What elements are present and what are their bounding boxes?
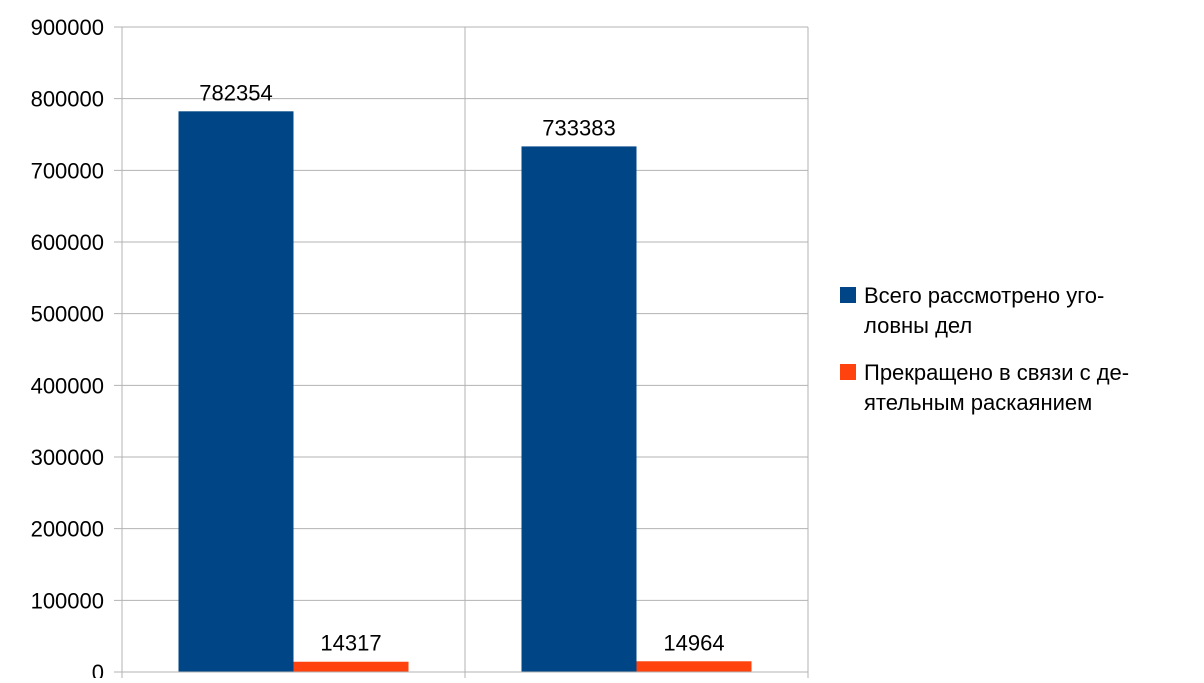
y-tick-label-7: 700000 bbox=[31, 158, 104, 183]
legend-swatch-series-1 bbox=[840, 287, 856, 303]
y-tick-label-6: 600000 bbox=[31, 230, 104, 255]
bar-series-2-cat-2 bbox=[636, 661, 752, 672]
y-tick-label-5: 500000 bbox=[31, 302, 104, 327]
data-label-series-1-cat-2: 733383 bbox=[542, 115, 615, 140]
y-tick-label-3: 300000 bbox=[31, 445, 104, 470]
bar-series-1-cat-2 bbox=[521, 146, 637, 673]
data-label-series-2-cat-1: 14317 bbox=[320, 631, 381, 656]
bar-series-1-cat-1 bbox=[178, 111, 294, 672]
legend-label-series-2: Прекращено в связи с де- ятельным раская… bbox=[864, 360, 1130, 415]
axes bbox=[114, 27, 808, 678]
labels: 0 100000 200000 300000 400000 500000 600000 700… bbox=[31, 15, 725, 683]
data-label-series-2-cat-2: 14964 bbox=[663, 630, 724, 655]
y-tick-label-4: 400000 bbox=[31, 373, 104, 398]
y-tick-label-0: 0 bbox=[92, 660, 104, 678]
bars bbox=[178, 111, 752, 673]
legend-swatch-series-2 bbox=[840, 364, 856, 380]
y-tick-label-2: 200000 bbox=[31, 517, 104, 542]
legend-item-series-1: Всего рассмотрено уго- ловны дел bbox=[840, 281, 1200, 341]
legend-label-series-1: Всего рассмотрено уго- ловны дел bbox=[864, 283, 1105, 338]
y-tick-label-1: 100000 bbox=[31, 588, 104, 613]
y-tick-label-9: 900000 bbox=[31, 15, 104, 40]
legend: Всего рассмотрено уго- ловны дел Прекращ… bbox=[840, 281, 1200, 435]
y-tick-label-8: 800000 bbox=[31, 87, 104, 112]
data-label-series-1-cat-1: 782354 bbox=[199, 80, 272, 105]
bar-series-2-cat-1 bbox=[293, 661, 409, 672]
legend-item-series-2: Прекращено в связи с де- ятельным раская… bbox=[840, 358, 1200, 418]
